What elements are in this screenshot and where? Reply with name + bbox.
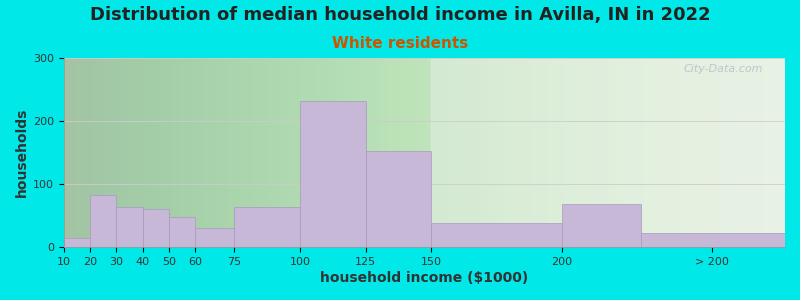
X-axis label: household income ($1000): household income ($1000) bbox=[320, 271, 529, 285]
Text: White residents: White residents bbox=[332, 36, 468, 51]
Bar bbox=[366, 151, 431, 247]
Text: City-Data.com: City-Data.com bbox=[684, 64, 763, 74]
Text: Distribution of median household income in Avilla, IN in 2022: Distribution of median household income … bbox=[90, 6, 710, 24]
Y-axis label: households: households bbox=[15, 108, 29, 197]
Bar bbox=[431, 58, 785, 247]
Bar bbox=[117, 207, 142, 247]
Bar bbox=[142, 209, 169, 247]
Bar bbox=[300, 101, 366, 247]
Bar bbox=[169, 218, 195, 247]
Bar bbox=[562, 204, 641, 247]
Bar bbox=[431, 223, 562, 247]
Bar bbox=[234, 207, 300, 247]
Bar bbox=[90, 195, 117, 247]
Bar bbox=[195, 228, 234, 247]
Bar bbox=[641, 233, 785, 247]
Bar bbox=[64, 238, 90, 247]
